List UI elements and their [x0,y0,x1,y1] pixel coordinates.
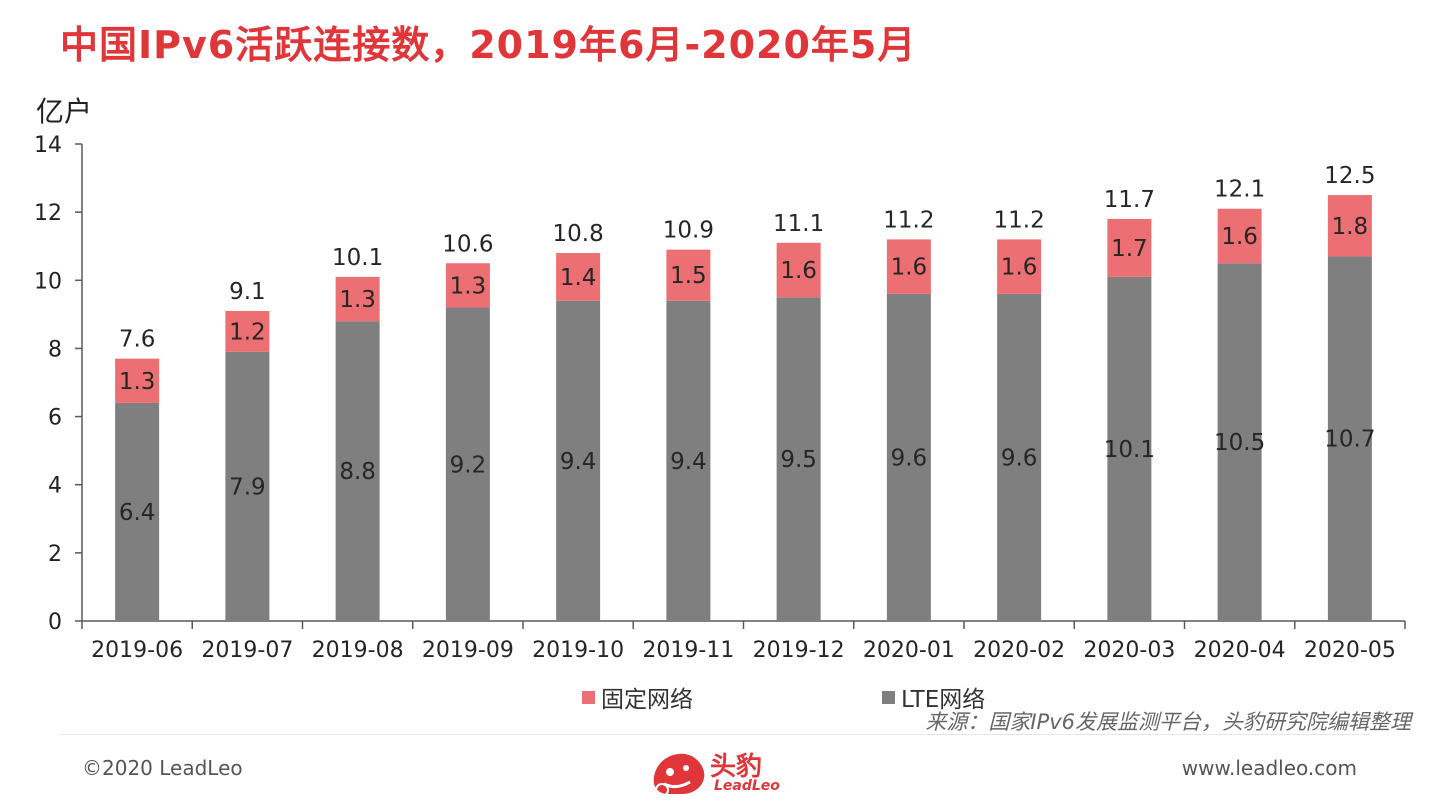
data-label-lte: 8.8 [339,459,376,485]
data-label-lte: 9.4 [560,449,597,475]
bar-fixed-network [556,253,601,301]
data-label-fixed: 1.2 [229,319,266,345]
data-label-lte: 10.5 [1214,430,1265,456]
x-tick-label: 2020-04 [1194,638,1286,663]
data-label-lte: 9.6 [1001,445,1038,471]
bar-fixed-network [225,310,270,352]
bar-fixed-network [335,276,380,322]
logo-subtext: LeadLeo [714,778,780,794]
footer-divider [60,734,1369,735]
bar-fixed-network [776,242,821,298]
legend-label-fixed: 固定网络 [601,687,693,713]
x-tick-label: 2019-06 [91,638,183,663]
legend-item-fixed-network: 固定网络 [582,680,693,714]
x-tick-label: 2019-08 [312,638,404,663]
data-label-fixed: 1.7 [1111,236,1148,262]
data-label-total: 11.1 [773,211,824,237]
data-label-lte: 10.7 [1324,427,1375,453]
data-label-lte: 6.4 [119,500,156,526]
leopard-logo-icon [653,753,705,797]
data-label-total: 11.2 [994,207,1045,233]
data-label-fixed: 1.6 [1001,255,1038,281]
legend-swatch-lte [882,690,895,704]
bar-fixed-network [666,249,711,301]
data-label-total: 7.6 [119,327,156,353]
data-label-total: 10.9 [663,218,714,244]
data-label-total: 12.5 [1324,163,1375,189]
data-label-lte: 9.4 [670,449,707,475]
x-tick-label: 2019-07 [201,638,293,663]
data-label-fixed: 1.5 [670,263,707,289]
bar-lte-network [1217,263,1262,621]
bar-lte-network [1327,256,1372,621]
data-label-fixed: 1.8 [1332,214,1369,240]
data-label-lte: 9.5 [780,447,817,473]
bar-lte-network [335,321,380,621]
data-label-lte: 9.6 [891,445,928,471]
data-label-fixed: 1.6 [1221,224,1258,250]
data-label-total: 12.1 [1214,177,1265,203]
y-tick-label: 6 [48,406,62,431]
x-tick-label: 2019-10 [532,638,624,663]
source-note: 来源：国家IPv6发展监测平台，头豹研究院编辑整理 [925,710,1411,734]
bar-lte-network [997,293,1042,621]
website-link[interactable]: www.leadleo.com [1181,756,1357,780]
y-tick-label: 10 [34,269,62,294]
data-label-fixed: 1.3 [119,369,156,395]
x-tick-label: 2019-12 [753,638,845,663]
bar-lte-network [556,300,601,621]
bar-fixed-network [997,239,1042,294]
copyright-text: ©2020 LeadLeo [82,756,243,780]
bar-lte-network [115,402,160,621]
bar-fixed-network [1107,218,1152,277]
data-label-total: 10.1 [332,245,383,271]
data-label-total: 11.7 [1104,187,1155,213]
x-tick-label: 2020-05 [1304,638,1396,663]
data-label-fixed: 1.3 [450,273,487,299]
data-label-total: 9.1 [229,279,266,305]
logo-text: 头豹 [710,752,763,782]
legend-swatch-fixed [582,690,595,704]
bar-fixed-network [1327,195,1372,257]
stacked-bar-chart: 0 2 4 6 8 10 12 14 6.4 1.3 7.6 2019-06 7.9 1.2 9.1 2019… [34,133,1406,663]
bar-lte-network [1107,276,1152,621]
data-label-lte: 9.2 [450,452,487,478]
chart-title: 中国IPv6活跃连接数，2019年6月-2020年5月 [60,23,917,67]
legend: 固定网络 LTE网络 [0,680,1429,714]
bar-fixed-network [445,263,490,308]
x-tick-label: 2019-11 [642,638,734,663]
y-tick-label: 2 [48,542,62,567]
data-label-lte: 10.1 [1104,437,1155,463]
bar-fixed-network [115,358,160,403]
data-label-lte: 7.9 [229,474,266,500]
y-tick-label: 12 [34,201,62,226]
bar-fixed-network [1217,208,1262,264]
y-axis-unit-label: 亿户 [36,95,93,128]
data-label-total: 11.2 [883,207,934,233]
bar-lte-network [776,297,821,621]
y-tick-label: 14 [34,133,62,158]
legend-label-lte: LTE网络 [901,687,986,713]
x-tick-label: 2020-01 [863,638,955,663]
data-label-fixed: 1.4 [560,265,597,291]
y-tick-label: 0 [48,610,62,635]
data-label-total: 10.6 [442,231,493,257]
bar-fixed-network [886,239,931,294]
y-tick-label: 4 [48,474,62,499]
bar-lte-network [225,351,270,621]
data-label-fixed: 1.6 [780,258,817,284]
leadleo-logo: 头豹 LeadLeo [648,744,788,800]
data-label-fixed: 1.3 [339,287,376,313]
y-tick-label: 8 [48,337,62,362]
data-label-total: 10.8 [553,221,604,247]
x-tick-label: 2019-09 [422,638,514,663]
legend-item-lte-network: LTE网络 [882,680,985,714]
data-label-fixed: 1.6 [891,255,928,281]
x-tick-label: 2020-02 [973,638,1065,663]
bar-lte-network [666,300,711,621]
bar-lte-network [886,293,931,621]
bar-lte-network [445,307,490,621]
x-tick-label: 2020-03 [1083,638,1175,663]
